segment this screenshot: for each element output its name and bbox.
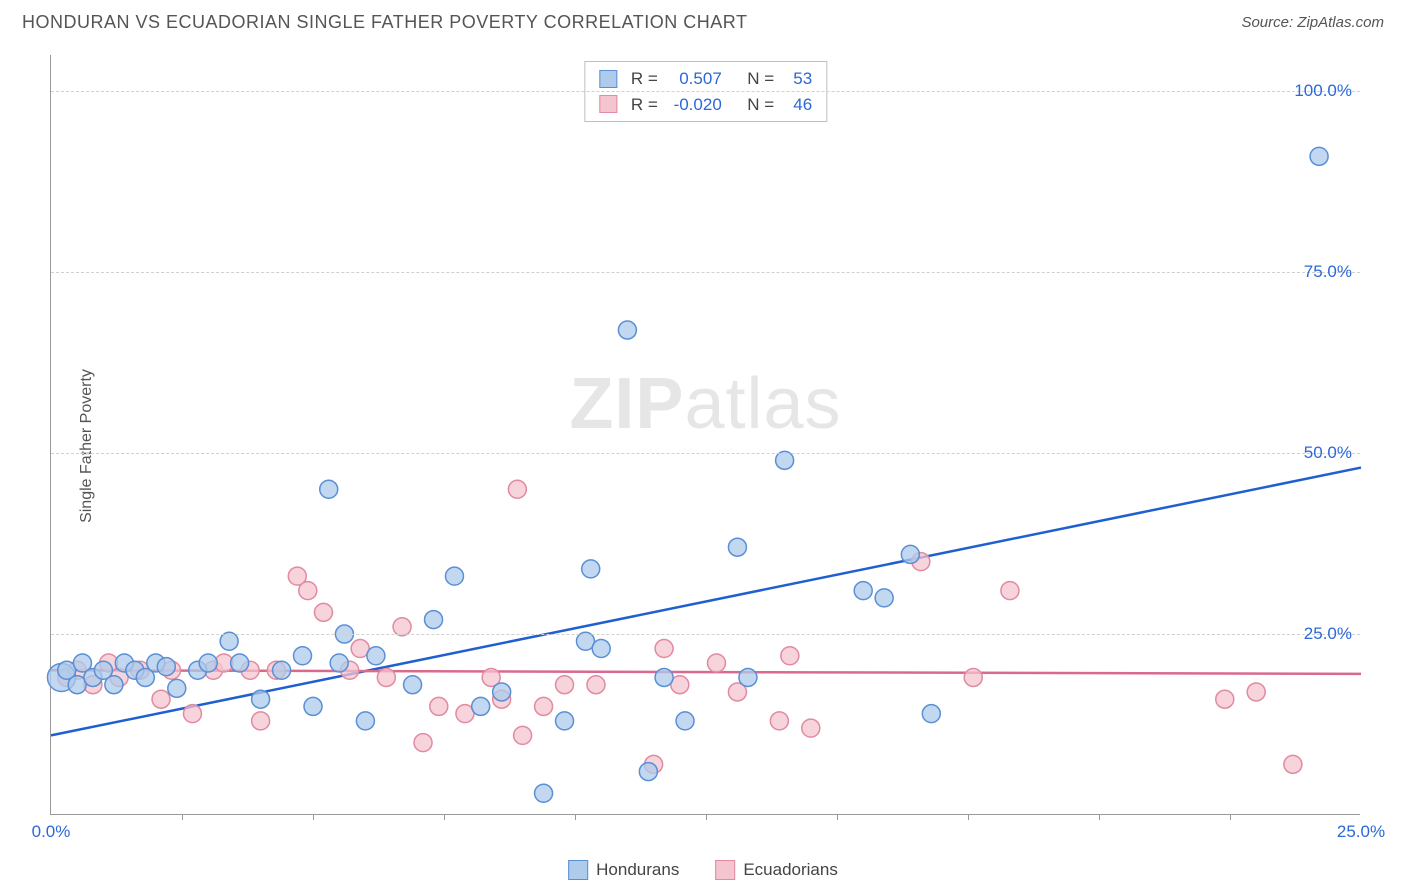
x-tick-mark	[706, 814, 707, 820]
data-point	[445, 567, 463, 585]
x-tick-mark	[837, 814, 838, 820]
scatter-plot-svg	[51, 55, 1360, 814]
data-point	[854, 582, 872, 600]
data-point	[404, 676, 422, 694]
y-tick-label: 75.0%	[1304, 262, 1352, 282]
data-point	[356, 712, 374, 730]
data-point	[592, 640, 610, 658]
data-point	[231, 654, 249, 672]
data-point	[294, 647, 312, 665]
data-point	[414, 734, 432, 752]
legend-label: Hondurans	[596, 860, 679, 880]
data-point	[535, 784, 553, 802]
data-point	[425, 611, 443, 629]
data-point	[330, 654, 348, 672]
data-point	[183, 705, 201, 723]
chart-title: HONDURAN VS ECUADORIAN SINGLE FATHER POV…	[22, 12, 747, 33]
stats-legend-row: R = -0.020 N = 46	[599, 92, 812, 118]
x-tick-mark	[575, 814, 576, 820]
stats-n-prefix: N =	[747, 92, 774, 118]
legend-swatch	[568, 860, 588, 880]
data-point	[964, 668, 982, 686]
stats-n-value: 46	[782, 92, 812, 118]
data-point	[157, 658, 175, 676]
data-point	[168, 679, 186, 697]
stats-n-prefix: N =	[747, 66, 774, 92]
data-point	[105, 676, 123, 694]
x-tick-label: 25.0%	[1337, 822, 1385, 842]
x-tick-mark	[444, 814, 445, 820]
chart-plot-area: ZIPatlas R =0.507 N =53R =-0.020 N =46 2…	[50, 55, 1360, 815]
grid-line	[51, 634, 1360, 635]
data-point	[430, 697, 448, 715]
data-point	[1284, 755, 1302, 773]
data-point	[655, 668, 673, 686]
legend-swatch	[715, 860, 735, 880]
data-point	[314, 603, 332, 621]
x-tick-mark	[313, 814, 314, 820]
legend-item: Ecuadorians	[715, 860, 838, 880]
data-point	[304, 697, 322, 715]
stats-r-prefix: R =	[631, 92, 658, 118]
data-point	[367, 647, 385, 665]
data-point	[739, 668, 757, 686]
data-point	[514, 726, 532, 744]
data-point	[1216, 690, 1234, 708]
data-point	[377, 668, 395, 686]
x-tick-mark	[968, 814, 969, 820]
data-point	[582, 560, 600, 578]
stats-n-value: 53	[782, 66, 812, 92]
bottom-legend: Hondurans Ecuadorians	[568, 860, 838, 880]
y-tick-label: 25.0%	[1304, 624, 1352, 644]
source-label: Source: ZipAtlas.com	[1241, 14, 1384, 31]
data-point	[472, 697, 490, 715]
data-point	[299, 582, 317, 600]
data-point	[535, 697, 553, 715]
data-point	[252, 690, 270, 708]
trend-line-blue	[51, 468, 1361, 736]
stats-r-value: -0.020	[666, 92, 722, 118]
y-tick-label: 50.0%	[1304, 443, 1352, 463]
x-tick-label: 0.0%	[32, 822, 71, 842]
data-point	[1001, 582, 1019, 600]
data-point	[493, 683, 511, 701]
data-point	[770, 712, 788, 730]
stats-legend-row: R = 0.507 N = 53	[599, 66, 812, 92]
data-point	[320, 480, 338, 498]
grid-line	[51, 91, 1360, 92]
data-point	[781, 647, 799, 665]
data-point	[556, 676, 574, 694]
legend-label: Ecuadorians	[743, 860, 838, 880]
data-point	[1310, 147, 1328, 165]
data-point	[508, 480, 526, 498]
grid-line	[51, 272, 1360, 273]
y-tick-label: 100.0%	[1294, 81, 1352, 101]
legend-swatch	[599, 70, 617, 88]
data-point	[618, 321, 636, 339]
data-point	[152, 690, 170, 708]
legend-swatch	[599, 95, 617, 113]
data-point	[252, 712, 270, 730]
x-tick-mark	[1099, 814, 1100, 820]
data-point	[901, 545, 919, 563]
stats-r-prefix: R =	[631, 66, 658, 92]
data-point	[273, 661, 291, 679]
x-tick-mark	[182, 814, 183, 820]
data-point	[587, 676, 605, 694]
data-point	[802, 719, 820, 737]
data-point	[639, 763, 657, 781]
x-tick-mark	[1230, 814, 1231, 820]
stats-r-value: 0.507	[666, 66, 722, 92]
data-point	[922, 705, 940, 723]
data-point	[199, 654, 217, 672]
data-point	[676, 712, 694, 730]
data-point	[1247, 683, 1265, 701]
data-point	[707, 654, 725, 672]
data-point	[875, 589, 893, 607]
data-point	[556, 712, 574, 730]
data-point	[728, 538, 746, 556]
data-point	[655, 640, 673, 658]
grid-line	[51, 453, 1360, 454]
legend-item: Hondurans	[568, 860, 679, 880]
